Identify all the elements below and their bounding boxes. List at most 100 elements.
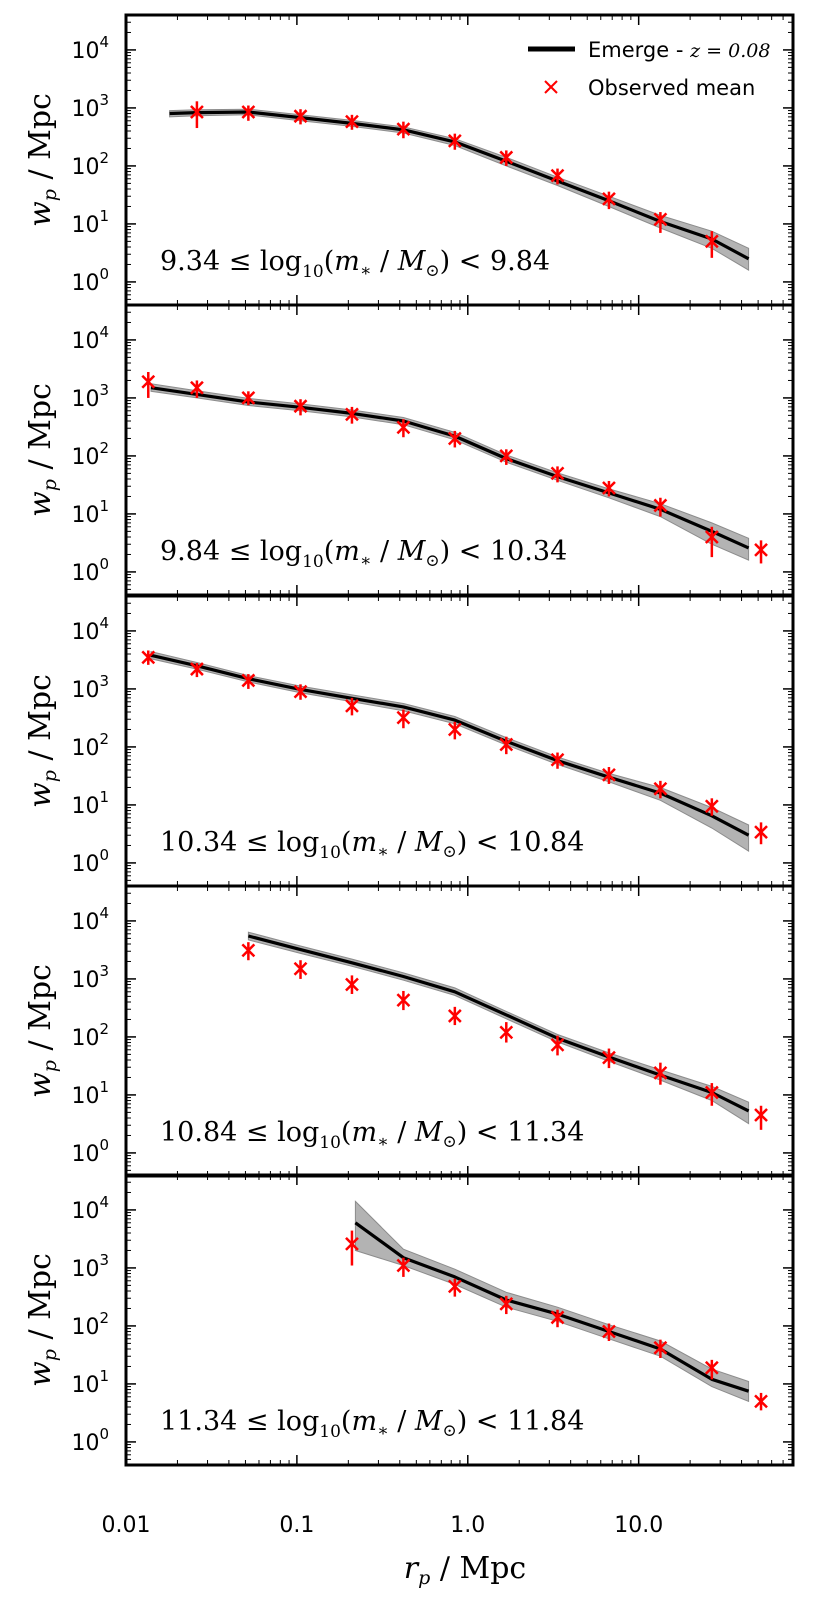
observed-point (550, 1309, 565, 1328)
observed-point (293, 684, 308, 700)
observed-point (754, 540, 768, 564)
observed-point (293, 960, 308, 979)
observed-point (241, 942, 256, 961)
observed-point (447, 1006, 462, 1026)
observed-point (293, 399, 308, 416)
x-axis-ticklabels: 0.01 0.1 1.0 10.0 (102, 1513, 664, 1538)
model-uncertainty-band (150, 650, 750, 853)
y-tick-label: 104 (71, 614, 109, 645)
y-tick-label: 103 (71, 962, 109, 993)
observed-point (602, 1323, 616, 1341)
y-tick-label: 103 (71, 91, 109, 122)
observed-point (653, 212, 668, 233)
y-tick-label: 102 (71, 730, 109, 761)
legend: Emerge - z = 0.08 Observed mean (528, 38, 770, 100)
y-tick-label: 104 (71, 33, 109, 64)
mass-bin-label: 9.34 ≤ log10(m∗ / M⊙) < 9.84 (160, 246, 550, 282)
observed-point (345, 114, 359, 130)
observed-point (704, 231, 719, 258)
legend-model-label: Emerge - z = 0.08 (588, 38, 770, 62)
observed-point (396, 990, 411, 1011)
observed-point (447, 721, 462, 740)
mass-bin-label: 9.84 ≤ log10(m∗ / M⊙) < 10.34 (160, 536, 567, 572)
y-tick-label: 104 (71, 323, 109, 354)
observed-point (754, 1105, 768, 1130)
y-tick-label: 101 (71, 497, 109, 528)
model-line (247, 934, 750, 1113)
mass-bin-label: 11.34 ≤ log10(m∗ / M⊙) < 11.84 (160, 1406, 584, 1442)
model-line (150, 653, 750, 837)
y-tick-label: 102 (71, 149, 109, 180)
observed-point (653, 497, 668, 517)
y-tick-label: 103 (71, 381, 109, 412)
observed-point (141, 650, 156, 665)
observed-point (704, 526, 719, 558)
observed-point (396, 419, 411, 438)
panel-3: 100 101 102 103 104 wp / Mpc 10.34 ≤ log10(m∗ … (23, 594, 795, 888)
model-uncertainty-band (354, 1200, 750, 1403)
y-axis-label: wp / Mpc (23, 1253, 61, 1387)
observed-point (241, 105, 256, 121)
observed-point (190, 101, 204, 129)
mass-bin-label: 10.34 ≤ log10(m∗ / M⊙) < 10.84 (160, 827, 584, 863)
observed-point (447, 1278, 462, 1297)
legend-observed-label: Observed mean (588, 76, 755, 100)
y-tick-label: 100 (71, 555, 109, 586)
y-tick-label: 103 (71, 1251, 109, 1282)
y-axis-label: wp / Mpc (23, 93, 61, 227)
x-tick-label: 10.0 (614, 1513, 663, 1538)
y-tick-label: 104 (71, 904, 109, 935)
observed-point (704, 1083, 719, 1106)
observed-point (499, 736, 514, 755)
observed-point (396, 709, 411, 729)
panel-4: 100 101 102 103 104 wp / Mpc 10.84 ≤ log10(m∗ … (23, 884, 795, 1178)
observed-point (754, 822, 768, 845)
panels-group: 100 101 102 103 104 wp / Mpc 9.34 ≤ log10(m∗ /… (23, 13, 795, 1467)
observed-point (602, 480, 616, 497)
observed-point (653, 1339, 668, 1358)
observed-point (499, 150, 514, 166)
observed-point (190, 662, 204, 678)
y-tick-label: 102 (71, 1309, 109, 1340)
x-tick-label: 0.1 (279, 1513, 314, 1538)
observed-point (345, 975, 359, 994)
observed-point (499, 449, 514, 465)
panel-5: 100 101 102 103 104 wp / Mpc 11.34 ≤ log10(m∗ … (23, 1173, 795, 1467)
model-uncertainty-band (247, 931, 750, 1125)
y-tick-label: 101 (71, 207, 109, 238)
x-tick-label: 1.0 (450, 1513, 485, 1538)
observed-point (447, 133, 462, 150)
y-tick-label: 100 (71, 265, 109, 296)
observed-point (499, 1022, 514, 1043)
y-tick-label: 103 (71, 672, 109, 703)
panel-1: 100 101 102 103 104 wp / Mpc 9.34 ≤ log10(m∗ /… (23, 13, 795, 307)
observed-point (754, 1392, 768, 1411)
y-tick-label: 100 (71, 846, 109, 877)
y-tick-label: 102 (71, 439, 109, 470)
observed-point (550, 752, 565, 769)
y-tick-label: 100 (71, 1425, 109, 1456)
y-tick-label: 100 (71, 1136, 109, 1167)
observed-point (345, 697, 359, 716)
observed-point (653, 1062, 668, 1085)
observed-point (602, 191, 616, 210)
y-tick-label: 101 (71, 1367, 109, 1398)
model-uncertainty-band (169, 108, 750, 271)
mass-bin-label: 10.84 ≤ log10(m∗ / M⊙) < 11.34 (160, 1117, 584, 1153)
model-uncertainty-band (150, 383, 750, 561)
y-tick-label: 102 (71, 1020, 109, 1051)
observed-point (141, 371, 156, 398)
observed-point (602, 767, 616, 784)
y-axis-label: wp / Mpc (23, 674, 61, 808)
model-line (169, 110, 750, 261)
y-tick-label: 101 (71, 788, 109, 819)
observed-point (396, 121, 411, 139)
observed-point (190, 380, 204, 398)
observed-point (241, 391, 256, 406)
observed-point (602, 1048, 616, 1069)
observed-point (447, 430, 462, 448)
observed-point (704, 798, 719, 816)
observed-point (653, 780, 668, 799)
observed-point (241, 673, 256, 689)
